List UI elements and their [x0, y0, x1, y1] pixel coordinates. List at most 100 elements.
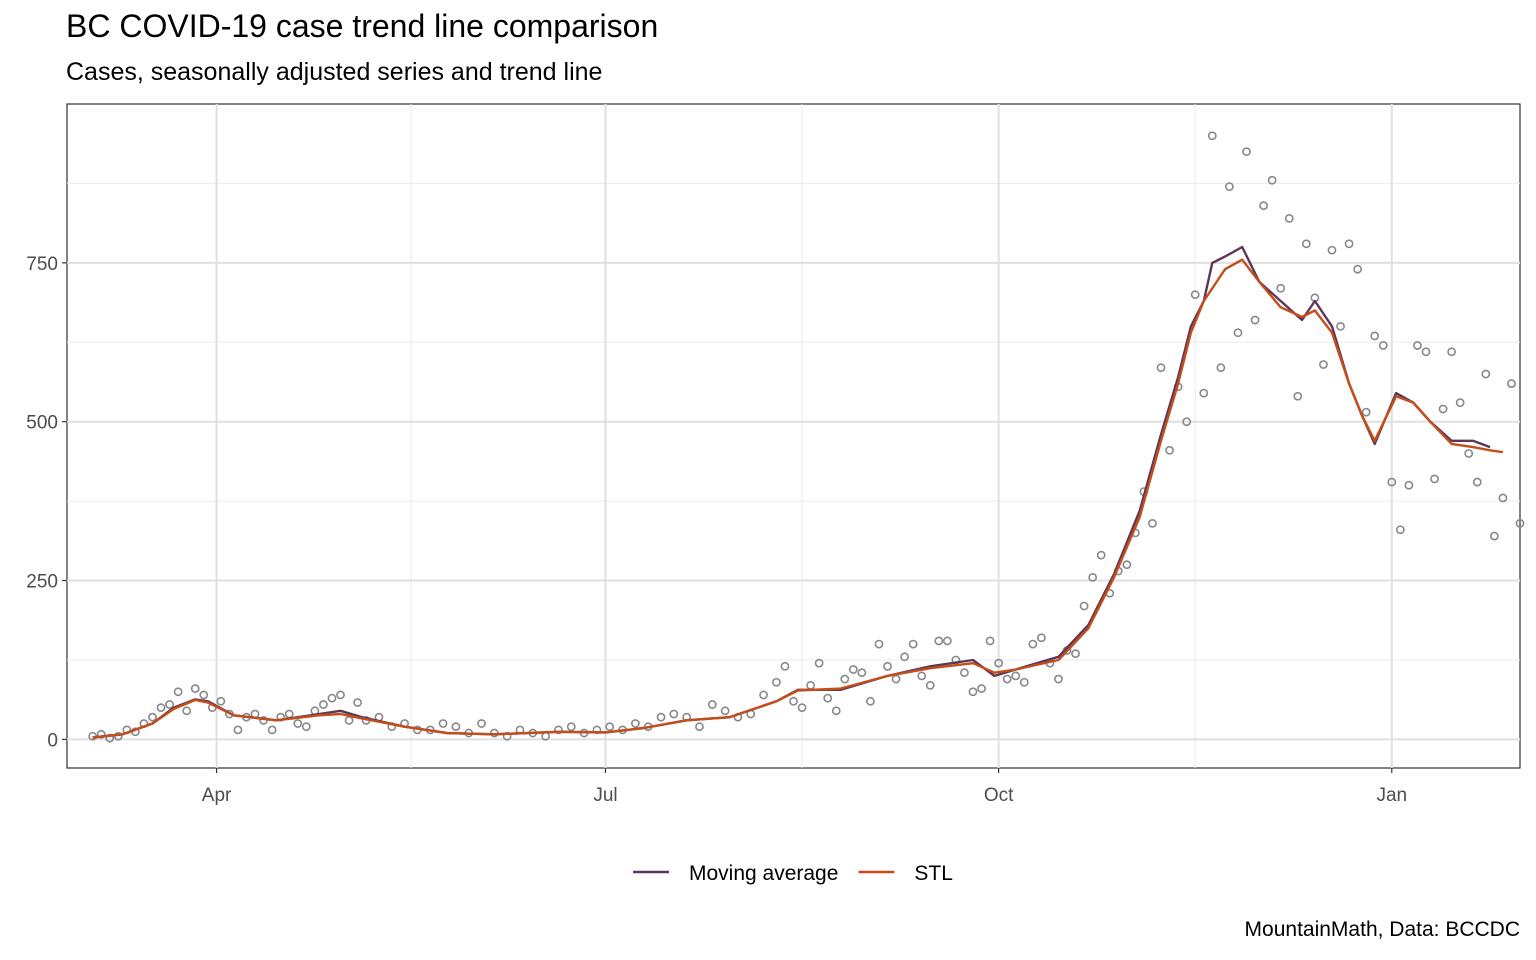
data-point	[1344, 239, 1354, 249]
data-point	[977, 684, 986, 693]
data-point	[866, 696, 875, 706]
data-point	[327, 693, 337, 703]
data-point	[1472, 477, 1482, 487]
data-point	[319, 700, 328, 709]
data-point	[233, 725, 243, 735]
data-point	[199, 690, 209, 700]
data-point	[1233, 328, 1243, 338]
data-point	[1515, 518, 1525, 528]
data-point	[190, 684, 200, 693]
data-point	[1011, 671, 1021, 681]
data-point	[925, 680, 935, 690]
data-point	[1378, 341, 1388, 350]
data-point	[1242, 147, 1251, 157]
data-point	[1284, 213, 1294, 223]
x-tick-label: Jan	[1376, 785, 1407, 806]
chart-title: BC COVID-19 case trend line comparison	[66, 8, 659, 44]
data-point	[1413, 341, 1422, 350]
data-point	[1327, 245, 1337, 255]
data-point	[1301, 239, 1311, 249]
data-point	[1404, 480, 1414, 490]
data-point	[1387, 477, 1397, 487]
data-point	[1079, 601, 1089, 611]
data-point	[656, 712, 666, 722]
data-point	[1028, 639, 1038, 649]
data-point	[1276, 283, 1286, 293]
data-point	[1421, 347, 1431, 357]
data-point	[1498, 493, 1508, 503]
data-point	[173, 687, 183, 697]
data-point	[968, 687, 978, 697]
data-point	[759, 690, 768, 700]
data-point	[789, 696, 798, 706]
x-tick-label: Apr	[202, 785, 232, 806]
data-point	[840, 674, 850, 684]
data-point	[1464, 449, 1474, 458]
y-tick-label: 0	[47, 730, 58, 751]
data-point	[1054, 674, 1063, 684]
data-point	[883, 661, 892, 671]
data-point	[156, 703, 166, 713]
data-point	[707, 700, 717, 709]
stl-line	[92, 258, 1504, 739]
data-point	[1148, 518, 1157, 528]
data-point	[1336, 321, 1345, 331]
data-point	[1250, 315, 1260, 325]
data-point	[336, 690, 345, 700]
x-tick-label: Oct	[984, 785, 1014, 806]
data-point	[182, 706, 192, 716]
y-tick-label: 250	[26, 572, 58, 593]
data-point	[165, 700, 174, 709]
chart-caption: MountainMath, Data: BCCDC	[1244, 918, 1520, 941]
data-point	[477, 719, 486, 728]
data-point	[1156, 363, 1166, 373]
data-point	[823, 693, 833, 703]
data-point	[1019, 677, 1029, 687]
x-tick-label: Jul	[593, 785, 617, 806]
data-point	[293, 719, 303, 728]
data-point	[1267, 175, 1277, 185]
data-point	[960, 668, 969, 678]
data-point	[669, 709, 679, 719]
data-point	[1002, 674, 1012, 684]
data-point	[831, 706, 841, 716]
trend-lines	[92, 245, 1504, 739]
legend: Moving average STL	[633, 862, 953, 885]
data-point	[1096, 550, 1106, 560]
y-tick-label: 750	[26, 254, 58, 275]
data-point	[438, 719, 448, 728]
data-point	[1361, 407, 1371, 417]
data-point	[857, 668, 867, 678]
data-point	[1088, 572, 1098, 582]
data-point	[605, 722, 615, 732]
data-point	[1438, 404, 1448, 414]
data-point	[1353, 264, 1363, 274]
data-point	[908, 639, 918, 649]
data-point	[566, 722, 576, 732]
data-point	[1207, 131, 1217, 141]
data-point	[1071, 649, 1080, 659]
y-tick-label: 500	[26, 413, 58, 434]
data-point	[994, 658, 1004, 668]
data-point	[1430, 474, 1439, 484]
data-point	[301, 722, 311, 732]
scatter-points	[88, 131, 1525, 743]
plot-panel	[66, 103, 1521, 769]
data-point	[797, 703, 807, 713]
data-point	[1489, 531, 1499, 541]
data-point	[1216, 363, 1226, 373]
data-point	[848, 665, 858, 674]
data-point	[985, 636, 995, 646]
data-point	[451, 722, 461, 732]
data-point	[720, 706, 730, 716]
data-point	[780, 661, 790, 671]
data-point	[1190, 290, 1200, 300]
data-point	[267, 725, 277, 735]
legend-label-moving-average: Moving average	[689, 862, 838, 885]
data-point	[1036, 633, 1046, 643]
grid	[67, 104, 1520, 768]
data-point	[1447, 347, 1457, 357]
data-point	[1225, 182, 1234, 192]
chart-subtitle: Cases, seasonally adjusted series and tr…	[66, 58, 603, 86]
data-point	[1165, 445, 1174, 455]
